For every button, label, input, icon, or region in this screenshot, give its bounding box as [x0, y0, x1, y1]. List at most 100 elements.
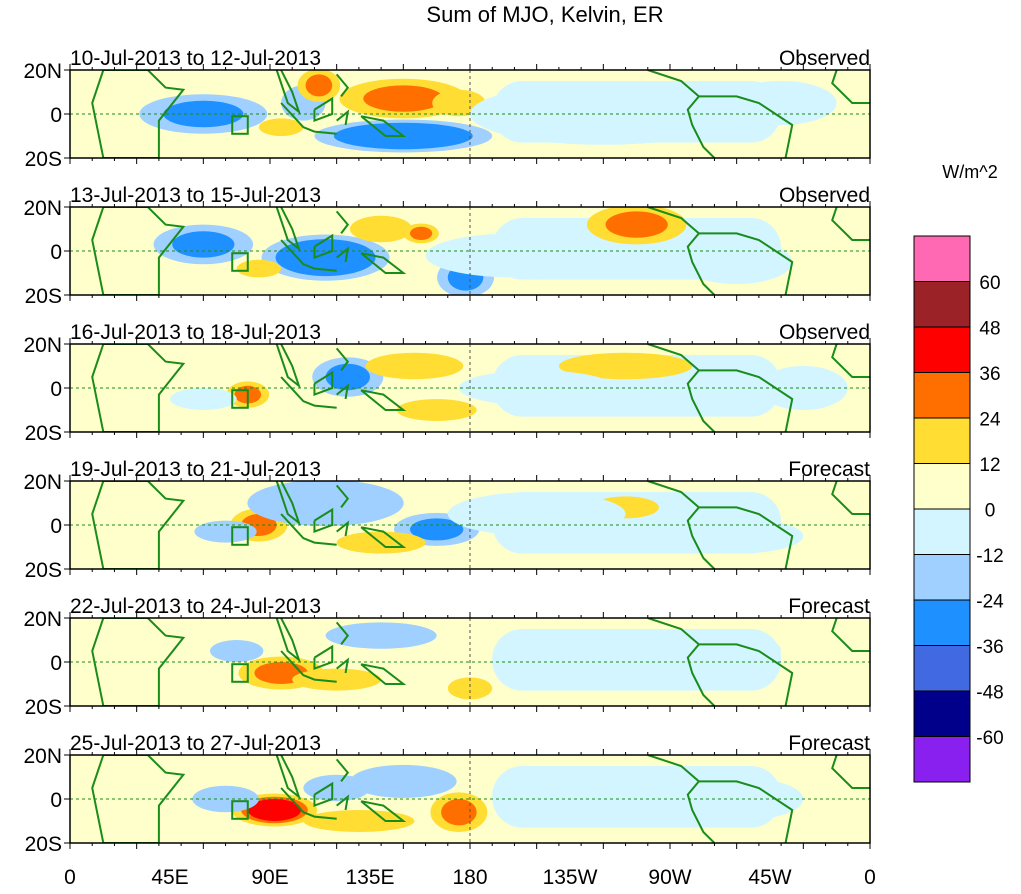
- anomaly-contour: [447, 677, 493, 700]
- coastline: [360, 663, 407, 685]
- coastline: [831, 618, 870, 652]
- colorbar-swatch: [913, 554, 971, 601]
- coastline: [647, 207, 716, 295]
- panel-data-type: Forecast: [788, 595, 870, 618]
- anomaly-contour: [396, 399, 477, 421]
- coastline: [313, 233, 334, 260]
- panel-date-range: 22-Jul-2013 to 24-Jul-2013: [70, 595, 321, 618]
- coastline: [280, 787, 337, 820]
- colorbar-swatch: [913, 508, 971, 555]
- coastline: [647, 70, 716, 158]
- coastline: [336, 794, 350, 811]
- coastline: [91, 618, 186, 706]
- colorbar-swatch: [913, 372, 971, 419]
- panel-date-range: 25-Jul-2013 to 27-Jul-2013: [70, 732, 321, 755]
- coastline: [698, 643, 794, 706]
- coastline: [335, 484, 350, 509]
- coastline: [336, 520, 350, 537]
- coastline: [831, 70, 870, 104]
- coastline: [335, 347, 350, 372]
- coastline: [360, 252, 407, 274]
- coastline: [647, 481, 716, 569]
- coastline: [313, 507, 334, 534]
- coastline: [336, 657, 350, 674]
- colorbar-label: 48: [979, 319, 1000, 340]
- colorbar-label: -36: [976, 637, 1003, 658]
- anomaly-contour: [305, 74, 333, 97]
- anomaly-contour: [325, 363, 370, 391]
- lat-tick-label: 20S: [25, 285, 62, 308]
- anomaly-contour: [470, 83, 737, 145]
- panel-data-type: Forecast: [788, 732, 870, 755]
- colorbar-swatch: [913, 235, 971, 282]
- lon-tick-label: 180: [452, 866, 487, 889]
- anomaly-contour: [236, 259, 282, 278]
- anomaly-contour: [170, 388, 237, 410]
- coastline: [698, 506, 794, 569]
- lat-tick-label: 20N: [23, 608, 62, 631]
- region-box: [231, 800, 249, 820]
- lat-tick-label: 20S: [25, 422, 62, 445]
- anomaly-contour: [247, 799, 302, 821]
- anomaly-contour: [670, 518, 804, 554]
- colorbar-swatch: [913, 326, 971, 373]
- coastline: [335, 621, 350, 646]
- coastline: [91, 481, 186, 569]
- map-panel: 25-Jul-2013 to 27-Jul-2013 Forecast 20N 0 20…: [23, 732, 871, 856]
- lat-tick-label: 20N: [23, 471, 62, 494]
- coastline: [831, 344, 870, 378]
- lat-tick-label: 20S: [25, 148, 62, 171]
- colorbar-label: -60: [976, 728, 1003, 749]
- lat-tick-label: 0: [50, 104, 62, 127]
- coastline: [698, 369, 794, 432]
- coastline: [91, 344, 186, 432]
- anomaly-contour: [558, 352, 693, 380]
- colorbar-swatch: [913, 463, 971, 510]
- coastline: [313, 781, 334, 808]
- colorbar-label: 12: [979, 455, 1000, 476]
- anomaly-contour: [447, 492, 626, 536]
- coastline: [360, 115, 407, 137]
- map-panel: 10-Jul-2013 to 12-Jul-2013 Observed 20N 0 20…: [23, 47, 871, 171]
- units-label: W/m^2: [942, 162, 997, 182]
- anomaly-contour: [681, 240, 793, 284]
- anomaly-contour: [325, 622, 437, 649]
- coastline: [280, 650, 337, 683]
- lon-tick-label: 90E: [251, 866, 288, 889]
- anomaly-contour: [194, 520, 257, 543]
- coastline: [275, 618, 301, 663]
- coastline: [698, 232, 794, 295]
- anomaly-contour: [363, 85, 444, 112]
- colorbar-swatch: [913, 281, 971, 328]
- region-box: [231, 663, 249, 683]
- lat-tick-label: 20N: [23, 334, 62, 357]
- anomaly-contour: [370, 770, 437, 793]
- colorbar-label: -48: [976, 683, 1003, 704]
- region-box: [231, 389, 249, 409]
- region-box: [231, 526, 249, 546]
- panel-date-range: 19-Jul-2013 to 21-Jul-2013: [70, 458, 321, 481]
- anomaly-contour: [492, 770, 670, 815]
- lon-tick-label: 0: [64, 866, 76, 889]
- coastline: [313, 370, 334, 397]
- lon-tick-label: 45E: [151, 866, 188, 889]
- panel-data-type: Observed: [779, 184, 870, 207]
- colorbar-swatch: [913, 645, 971, 692]
- anomaly-contour: [210, 640, 264, 662]
- map-panel: 13-Jul-2013 to 15-Jul-2013 Observed 20N 0 20…: [23, 184, 871, 308]
- anomaly-contour: [303, 810, 415, 832]
- colorbar-label: 0: [985, 501, 996, 522]
- map-panel: 16-Jul-2013 to 18-Jul-2013 Observed 20N 0 20…: [23, 321, 871, 445]
- panel-data-type: Forecast: [788, 458, 870, 481]
- coastline: [698, 780, 794, 843]
- coastline: [275, 481, 301, 526]
- coastline: [360, 800, 407, 822]
- colorbar-swatch: [913, 736, 971, 783]
- coastline: [275, 207, 301, 252]
- coastline: [831, 755, 870, 789]
- lat-tick-label: 20S: [25, 696, 62, 719]
- coastline: [336, 383, 350, 400]
- coastline: [336, 246, 350, 263]
- lat-tick-label: 20S: [25, 833, 62, 856]
